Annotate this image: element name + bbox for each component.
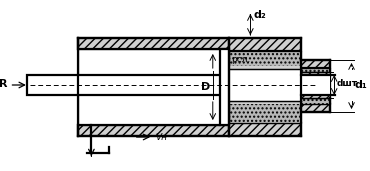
Bar [302,72,330,98]
Bar [229,69,302,101]
Bar [229,51,302,69]
Text: pсл.: pсл. [231,55,250,63]
Bar [229,66,302,104]
Text: d₁: d₁ [354,80,367,90]
Bar [78,125,229,136]
Bar [78,38,229,49]
Bar [302,60,330,68]
Text: Vн: Vн [155,134,167,142]
Bar [229,38,302,51]
Bar [302,68,330,72]
Text: R: R [0,79,7,89]
Bar [302,74,330,96]
Text: d₂: d₂ [253,10,266,20]
Bar [221,49,229,125]
Bar [302,98,330,104]
Text: D: D [201,82,210,92]
Bar [229,101,302,123]
Bar [229,69,302,101]
Text: dшт: dшт [337,78,358,88]
Bar [302,104,330,112]
Bar [27,75,226,95]
Bar [229,123,302,136]
